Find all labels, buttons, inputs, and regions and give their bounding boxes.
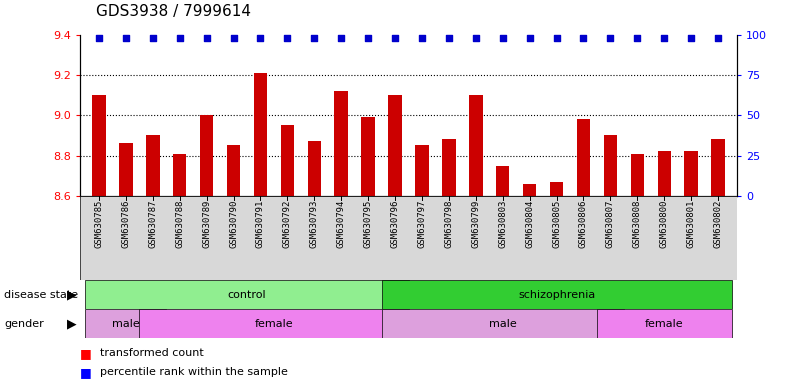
Bar — [496, 166, 509, 196]
Point — [281, 35, 294, 41]
Text: GSM630797: GSM630797 — [417, 200, 426, 248]
Bar — [86, 280, 409, 309]
Bar — [280, 125, 294, 196]
Text: GSM630796: GSM630796 — [391, 200, 400, 248]
Bar — [173, 154, 187, 196]
Text: GSM630790: GSM630790 — [229, 200, 238, 248]
Point — [254, 35, 267, 41]
Text: male: male — [112, 318, 139, 329]
Bar — [658, 151, 671, 196]
Bar — [361, 117, 375, 196]
Bar — [254, 73, 268, 196]
Text: female: female — [255, 318, 293, 329]
Point — [147, 35, 159, 41]
Text: GSM630793: GSM630793 — [310, 200, 319, 248]
Text: GSM630799: GSM630799 — [471, 200, 481, 248]
Text: GSM630786: GSM630786 — [122, 200, 131, 248]
Text: GSM630791: GSM630791 — [256, 200, 265, 248]
Text: disease state: disease state — [4, 290, 78, 300]
Bar — [92, 95, 106, 196]
Text: GSM630808: GSM630808 — [633, 200, 642, 248]
Point — [604, 35, 617, 41]
Text: GSM630801: GSM630801 — [686, 200, 695, 248]
Text: GSM630802: GSM630802 — [714, 200, 723, 248]
Text: GSM630789: GSM630789 — [202, 200, 211, 248]
Text: GSM630800: GSM630800 — [660, 200, 669, 248]
Text: GSM630807: GSM630807 — [606, 200, 615, 248]
Bar — [684, 151, 698, 196]
Bar — [604, 135, 617, 196]
Bar — [381, 309, 624, 338]
Bar — [711, 139, 725, 196]
Text: gender: gender — [4, 318, 44, 329]
Bar — [227, 146, 240, 196]
Bar — [308, 141, 321, 196]
Point — [308, 35, 320, 41]
Bar — [335, 91, 348, 196]
Point — [711, 35, 724, 41]
Text: GSM630798: GSM630798 — [445, 200, 453, 248]
Point — [119, 35, 132, 41]
Bar — [381, 280, 731, 309]
Point — [658, 35, 670, 41]
Point — [93, 35, 106, 41]
Bar — [388, 95, 402, 196]
Text: GSM630794: GSM630794 — [336, 200, 346, 248]
Point — [497, 35, 509, 41]
Bar — [200, 115, 213, 196]
Bar — [523, 184, 537, 196]
Bar — [577, 119, 590, 196]
Point — [388, 35, 401, 41]
Text: control: control — [227, 290, 266, 300]
Text: GSM630805: GSM630805 — [552, 200, 561, 248]
Point — [631, 35, 644, 41]
Text: percentile rank within the sample: percentile rank within the sample — [100, 367, 288, 377]
Text: male: male — [489, 318, 517, 329]
Text: GSM630803: GSM630803 — [498, 200, 507, 248]
Text: ■: ■ — [80, 347, 92, 360]
Point — [416, 35, 429, 41]
Point — [227, 35, 240, 41]
Text: GDS3938 / 7999614: GDS3938 / 7999614 — [96, 4, 252, 19]
Point — [469, 35, 482, 41]
Bar — [415, 146, 429, 196]
Point — [523, 35, 536, 41]
Point — [335, 35, 348, 41]
Point — [577, 35, 590, 41]
Point — [442, 35, 455, 41]
Text: GSM630804: GSM630804 — [525, 200, 534, 248]
Bar — [630, 154, 644, 196]
Text: ■: ■ — [80, 366, 92, 379]
Text: ▶: ▶ — [66, 317, 76, 330]
Text: GSM630806: GSM630806 — [579, 200, 588, 248]
Point — [685, 35, 698, 41]
Point — [200, 35, 213, 41]
Bar — [86, 309, 167, 338]
Bar — [119, 144, 133, 196]
Bar — [549, 182, 563, 196]
Text: transformed count: transformed count — [100, 348, 204, 358]
Text: female: female — [645, 318, 683, 329]
Text: GSM630792: GSM630792 — [283, 200, 292, 248]
Text: GSM630787: GSM630787 — [148, 200, 157, 248]
Point — [362, 35, 375, 41]
Bar — [139, 309, 409, 338]
Bar — [597, 309, 731, 338]
Text: GSM630788: GSM630788 — [175, 200, 184, 248]
Bar — [469, 95, 482, 196]
Text: ▶: ▶ — [66, 288, 76, 301]
Bar — [146, 135, 159, 196]
Bar — [442, 139, 456, 196]
Text: GSM630795: GSM630795 — [364, 200, 372, 248]
Text: GSM630785: GSM630785 — [95, 200, 103, 248]
Point — [173, 35, 186, 41]
Point — [550, 35, 563, 41]
Text: schizophrenia: schizophrenia — [518, 290, 595, 300]
